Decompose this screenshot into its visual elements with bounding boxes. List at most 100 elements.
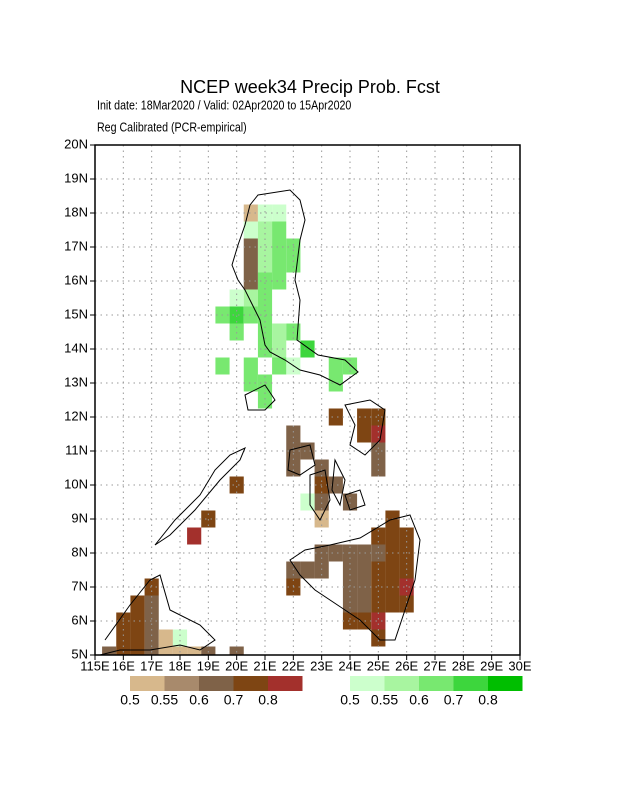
- prob-cell: [243, 238, 258, 256]
- legend-label: 0.8: [478, 692, 498, 708]
- prob-cell: [257, 221, 273, 239]
- y-tick-label: 20N: [64, 136, 88, 151]
- legend-label: 0.7: [224, 692, 244, 708]
- legend-swatch: [350, 676, 385, 691]
- prob-cell: [229, 306, 244, 324]
- prob-cell: [257, 238, 273, 256]
- prob-cell: [300, 442, 315, 460]
- x-tick-label: 21E: [253, 658, 276, 673]
- x-tick-label: 115E: [80, 658, 110, 673]
- prob-cell: [357, 561, 372, 579]
- prob-cell: [158, 629, 173, 647]
- prob-cell: [371, 408, 386, 426]
- x-tick-label: 20E: [225, 658, 248, 673]
- y-tick-label: 15N: [64, 306, 88, 321]
- prob-cell: [130, 646, 145, 655]
- y-tick-label: 7N: [71, 578, 88, 593]
- prob-cell: [215, 357, 230, 375]
- prob-cell: [357, 544, 372, 562]
- x-tick-label: 25E: [367, 658, 390, 673]
- legend-swatch: [199, 676, 234, 691]
- prob-cell: [300, 561, 315, 579]
- prob-cell: [314, 493, 329, 511]
- y-tick-label: 6N: [71, 612, 88, 627]
- prob-cell: [314, 459, 329, 477]
- prob-cell: [286, 459, 301, 477]
- legend-label: 0.55: [151, 692, 178, 708]
- prob-cell: [187, 646, 202, 655]
- prob-cell: [286, 255, 301, 273]
- x-tick-label: 22E: [282, 658, 305, 673]
- prob-cell: [229, 646, 244, 655]
- prob-cell: [144, 595, 159, 613]
- x-tick-label: 28E: [452, 658, 475, 673]
- prob-cell: [357, 612, 372, 630]
- coastline: [99, 189, 421, 655]
- prob-cell: [357, 595, 372, 613]
- y-tick-label: 5N: [71, 646, 88, 661]
- prob-cell: [385, 561, 400, 579]
- prob-cell: [243, 374, 258, 392]
- x-tick-label: 19E: [197, 658, 220, 673]
- legend-swatch: [233, 676, 268, 691]
- prob-cell: [342, 578, 358, 596]
- prob-cell: [300, 340, 315, 358]
- legend-label: 0.8: [258, 692, 278, 708]
- prob-cell: [272, 204, 287, 222]
- legend-label: 0.5: [340, 692, 360, 708]
- prob-cell: [272, 340, 287, 358]
- prob-cell: [229, 289, 244, 307]
- prob-cell: [342, 612, 358, 630]
- prob-cell: [342, 595, 358, 613]
- prob-cell: [371, 578, 386, 596]
- prob-cell: [130, 595, 145, 613]
- prob-cell: [371, 459, 386, 477]
- y-tick-label: 17N: [64, 238, 88, 253]
- x-tick-label: 27E: [423, 658, 446, 673]
- x-tick-label: 18E: [168, 658, 191, 673]
- y-tick-label: 18N: [64, 204, 88, 219]
- y-tick-label: 11N: [65, 442, 88, 457]
- legend-label: 0.6: [409, 692, 429, 708]
- legend-swatch: [453, 676, 488, 691]
- prob-cell: [257, 391, 273, 409]
- y-tick-label: 13N: [64, 374, 88, 389]
- plot-frame: [94, 144, 521, 656]
- prob-cell: [357, 408, 372, 426]
- x-tick-label: 29E: [480, 658, 503, 673]
- prob-cell: [257, 306, 273, 324]
- legend-swatch: [268, 676, 303, 691]
- legend-label: 0.5: [120, 692, 140, 708]
- prob-cell: [357, 425, 372, 443]
- prob-cell: [328, 408, 343, 426]
- prob-cell: [328, 357, 343, 375]
- legend-label: 0.6: [189, 692, 209, 708]
- cells: [102, 204, 414, 655]
- prob-cell: [272, 238, 287, 256]
- prob-cell: [328, 544, 343, 562]
- y-tick-label: 9N: [71, 510, 88, 525]
- legend-swatch: [419, 676, 454, 691]
- legend-swatch: [130, 676, 165, 691]
- y-tick-label: 12N: [64, 408, 88, 423]
- subtitle: Init date: 18Mar2020 / Valid: 02Apr2020 …: [97, 97, 352, 112]
- legend-swatch: [164, 676, 199, 691]
- x-tick-label: 24E: [338, 658, 361, 673]
- x-tick-label: 23E: [310, 658, 333, 673]
- prob-cell: [328, 476, 343, 494]
- prob-cell: [385, 595, 400, 613]
- prob-cell: [130, 629, 145, 647]
- note: Reg Calibrated (PCR-empirical): [97, 119, 247, 134]
- prob-cell: [243, 255, 258, 273]
- prob-cell: [144, 646, 159, 655]
- prob-cell: [371, 442, 386, 460]
- legend-swatch: [384, 676, 419, 691]
- prob-cell: [342, 493, 358, 511]
- prob-cell: [257, 204, 273, 222]
- legend-swatch: [488, 676, 523, 691]
- legend-label: 0.55: [371, 692, 398, 708]
- prob-cell: [144, 612, 159, 630]
- prob-cell: [158, 646, 173, 655]
- prob-cell: [371, 425, 386, 443]
